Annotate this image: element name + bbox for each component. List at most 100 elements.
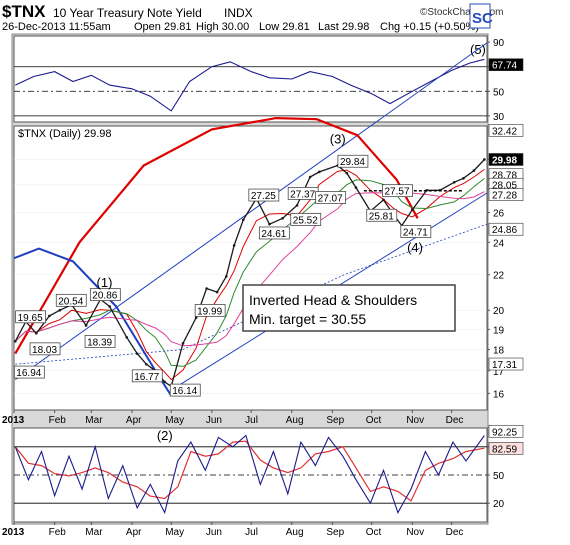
price-point [163, 380, 166, 384]
price-point [411, 208, 414, 211]
price-right-label-box-1 [488, 153, 524, 166]
rsi-line [15, 58, 485, 112]
price-label-box [258, 226, 290, 240]
price-label: 16.94 [16, 368, 41, 379]
cycle-arc-red [14, 116, 419, 355]
x-tick-label-Jul: Jul [245, 527, 258, 538]
price-point [34, 331, 38, 335]
price-point [452, 180, 456, 184]
price-label-box [131, 369, 163, 383]
x-tick-label-2013: 2013 [2, 527, 25, 538]
price-point [224, 275, 228, 278]
ticker-name: 10 Year Treasury Note Yield [53, 6, 202, 20]
price-label-box [315, 191, 347, 204]
price-point [354, 186, 358, 189]
price-label: 27.37 [290, 189, 315, 200]
price-point [345, 171, 349, 175]
stoch-fast-line [14, 434, 485, 515]
wave-label: (3) [330, 131, 346, 146]
price-point [472, 169, 476, 172]
price-point [194, 316, 198, 320]
price-label-box [248, 188, 280, 202]
price-label: 25.52 [293, 215, 318, 226]
x-tick-label-Aug: Aug [286, 415, 304, 426]
x-tick-label-Aug: Aug [286, 527, 304, 538]
quote-last: Last 29.98 [318, 21, 369, 33]
x-tick-label-Feb: Feb [49, 527, 67, 538]
price-label: 16.14 [172, 386, 197, 397]
price-label: 27.07 [318, 194, 343, 205]
price-right-label-0: 32.42 [492, 126, 517, 137]
x-tick-label-Apr: Apr [126, 415, 142, 426]
price-right-label-6: 17.31 [492, 360, 517, 371]
price-point [135, 352, 139, 355]
annotation-line-0: Inverted Head & Shoulders [249, 292, 417, 308]
stockcharts-logo: SC [469, 3, 493, 29]
price-right-label-2: 28.78 [492, 171, 517, 182]
price-y-tick-18: 18 [493, 345, 505, 356]
price-y-tick-20: 20 [493, 306, 505, 317]
price-label: 18.03 [32, 345, 57, 356]
x-tick-label-Dec: Dec [446, 415, 464, 426]
price-y-tick-16: 16 [493, 389, 505, 400]
quote-change: Chg +0.15 (+0.50%) [380, 21, 479, 33]
stoch-y-tick-20: 20 [493, 499, 505, 510]
price-line [14, 159, 485, 388]
price-label-box [13, 365, 45, 379]
x-tick-label-Jul: Jul [245, 415, 258, 426]
stoch-right-label-box-0 [488, 424, 524, 438]
stoch-right-label-1: 82.59 [492, 444, 517, 455]
x-tick-label-Jun: Jun [206, 415, 222, 426]
x-tick-label-2013: 2013 [2, 415, 25, 426]
chart-header: $TNX 10 Year Treasury Note Yield INDX 26… [2, 2, 504, 33]
price-point [462, 177, 465, 180]
rsi-value-label-box [488, 58, 524, 72]
price-right-label-5: 24.86 [492, 225, 517, 236]
price-label-box [55, 293, 87, 307]
x-tick-label-Mar: Mar [85, 527, 103, 538]
price-label: 20.86 [92, 291, 117, 302]
price-point [308, 175, 312, 179]
price-point [58, 308, 62, 312]
price-label: 25.81 [369, 211, 394, 222]
price-point [483, 158, 486, 161]
price-label: 16.77 [134, 372, 159, 383]
ticker-symbol: $TNX [2, 2, 46, 21]
channel-upper-line [15, 42, 488, 381]
price-label-box [366, 208, 398, 222]
x-tick-label-May: May [165, 415, 184, 426]
price-right-label-4: 27.28 [492, 191, 517, 202]
logo-text: SC [472, 10, 493, 27]
price-point [205, 287, 208, 290]
price-right-label-1: 29.98 [492, 155, 517, 166]
exchange-label: INDX [224, 6, 253, 20]
stoch-right-label-box-1 [488, 442, 524, 455]
price-label: 24.71 [403, 227, 428, 238]
price-point [268, 222, 271, 226]
price-point [317, 170, 321, 174]
price-label-box [15, 310, 46, 324]
annotation-frame [242, 284, 456, 332]
price-label-box [29, 342, 61, 356]
x-tick-label-Feb: Feb [49, 415, 67, 426]
stoch-y-tick-50: 50 [493, 471, 505, 482]
price-panel-bg [13, 125, 488, 411]
quote-date: 26-Dec-2013 11:55am [2, 21, 111, 33]
x-tick-label-May: May [165, 527, 184, 538]
rsi-value-label: 67.74 [492, 61, 517, 72]
wave-label-2: (2) [157, 428, 173, 443]
quote-low: Low 29.81 [259, 21, 310, 33]
price-x-axis: 2013 Feb Mar Apr May Jun Jul Aug Sep Oct Nov Dec [2, 410, 463, 426]
price-y-tick-24: 24 [493, 238, 505, 249]
annotation-line-1: Min. target = 30.55 [249, 311, 366, 327]
price-point [181, 342, 185, 345]
x-tick-label-Sep: Sep [326, 527, 344, 538]
quote-open: Open 29.81 [134, 21, 192, 33]
x-tick-label-Nov: Nov [406, 527, 424, 538]
annotation-box: Inverted Head & Shoulders Min. target = 3… [242, 284, 456, 332]
x-tick-label-Oct: Oct [366, 527, 382, 538]
price-label: 24.61 [261, 229, 286, 240]
x-tick-label-Apr: Apr [126, 527, 142, 538]
x-tick-label-Nov: Nov [406, 415, 424, 426]
price-point [125, 335, 128, 339]
